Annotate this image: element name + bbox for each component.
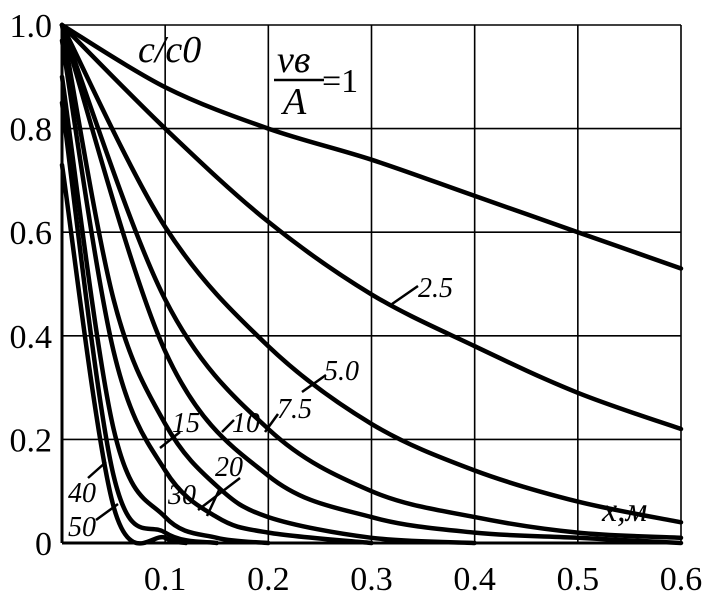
x-tick-label: 0.6	[660, 561, 703, 598]
leader-7-5	[263, 413, 280, 433]
y-tick-label: 0.6	[10, 215, 53, 252]
param-value: =1	[322, 63, 358, 100]
leader-30	[197, 477, 241, 511]
y-tick-label: 0.4	[10, 319, 53, 356]
tick-labels: 0.1 0.2 0.3 0.4 0.5 0.6 0 0.2 0.4 0.6 0.8 1.0	[10, 8, 703, 598]
leader-15	[159, 431, 181, 449]
y-axis-title: c/c0	[138, 29, 201, 71]
y-tick-label: 0.2	[10, 422, 53, 459]
curve-5-0	[59, 22, 684, 525]
y-tick-label: 0.8	[10, 112, 53, 149]
x-tick-label: 0.3	[350, 561, 393, 598]
curve-label-50: 50	[68, 512, 96, 543]
curve-20	[59, 38, 374, 546]
curve-label-2-5: 2.5	[418, 273, 453, 304]
leader-50	[95, 502, 119, 522]
curve-label-40: 40	[68, 478, 96, 509]
curve-50	[59, 162, 189, 546]
curves	[59, 22, 684, 546]
x-axis-title: x,м	[601, 492, 647, 529]
param-numerator: vв	[277, 39, 310, 81]
curve-10	[59, 22, 684, 546]
curve-30	[59, 74, 271, 546]
leader-10	[221, 419, 235, 433]
grid	[60, 24, 682, 545]
curve-label-10: 10	[232, 408, 260, 439]
y-tick-label: 0	[35, 526, 52, 563]
curve-2-5	[59, 22, 684, 432]
curve-15	[59, 22, 477, 546]
curve-labels: 2.5 5.0 7.5 10 15 20 30 40 50	[68, 273, 453, 543]
x-tick-label: 0.4	[453, 561, 496, 598]
parameter-label: vв A =1	[274, 39, 358, 123]
curve-label-30: 30	[167, 480, 196, 511]
leader-5-0	[301, 373, 327, 394]
x-tick-label: 0.1	[144, 561, 187, 598]
curve-label-7-5: 7.5	[277, 394, 312, 425]
curve-label-5-0: 5.0	[324, 356, 359, 387]
leader-40	[87, 461, 107, 479]
curve-7-5	[59, 22, 684, 541]
leader-2-5	[391, 284, 419, 306]
x-tick-label: 0.2	[247, 561, 290, 598]
x-tick-label: 0.5	[557, 561, 600, 598]
curve-40	[59, 100, 220, 546]
curve-1	[59, 22, 684, 271]
y-tick-label: 1.0	[10, 8, 53, 45]
param-denominator: A	[280, 81, 307, 123]
curve-label-15: 15	[172, 408, 200, 439]
leader-20	[205, 487, 222, 517]
